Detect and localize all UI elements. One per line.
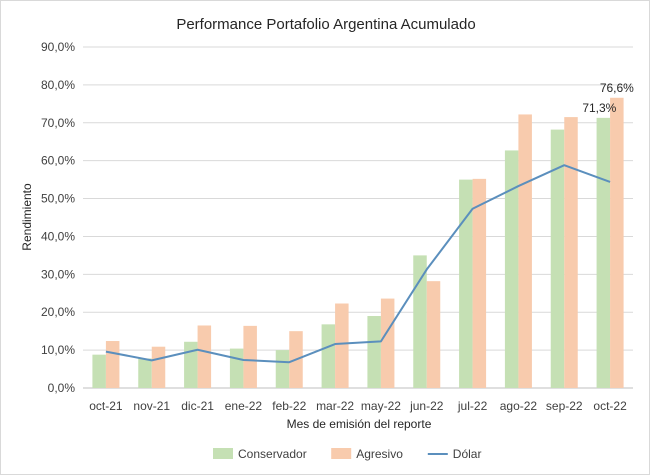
bar-conservador [321,324,336,388]
legend-swatch [213,448,233,459]
y-tick-label: 40,0% [41,229,75,243]
x-tick-label: oct-21 [89,399,123,413]
dolar-line-layer [105,164,611,364]
x-tick-label: sep-22 [546,399,583,413]
chart-title: Performance Portafolio Argentina Acumula… [176,16,475,33]
bar-agresivo [564,117,578,388]
bar-conservador [229,348,244,388]
y-tick-label: 30,0% [41,267,75,281]
bar-agresivo [426,281,441,388]
y-tick-label: 80,0% [41,78,75,92]
y-tick-label: 20,0% [41,305,75,319]
legend-label: Agresivo [356,447,403,461]
bar-agresivo [105,341,120,388]
gridlines [83,46,633,389]
x-tick-label: ago-22 [500,399,538,413]
bar-conservador [184,341,198,388]
x-tick-label: ene-22 [225,399,263,413]
y-tick-labels: 0,0% 10,0% 20,0% 30,0% 40,0% 50,0% 60,0% 70,0% 8… [41,40,75,395]
x-tick-label: jul-22 [457,399,488,413]
bar-agresivo [472,178,487,388]
bars [92,97,624,388]
y-tick-label: 60,0% [41,154,75,168]
bar-conservador [550,129,565,388]
y-tick-label: 0,0% [48,381,76,395]
bar-conservador [504,150,519,388]
x-tick-labels: oct-21 nov-21 dic-21 ene-22 feb-22 mar-22 may-… [89,399,627,413]
x-tick-label: dic-21 [181,399,214,413]
legend: Conservador Agresivo Dólar [213,447,481,461]
bar-conservador [92,354,106,388]
bar-conservador [413,255,427,388]
x-tick-label: feb-22 [272,399,306,413]
x-tick-label: mar-22 [316,399,354,413]
data-label: 71,3% [582,101,616,115]
bar-agresivo [335,303,349,388]
data-labels: 71,3% 76,6% [582,81,634,115]
bar-agresivo [151,346,166,388]
bar-conservador [459,179,473,388]
legend-label: Dólar [453,447,482,461]
x-tick-label: jun-22 [409,399,444,413]
x-tick-label: may-22 [361,399,401,413]
bar-conservador [138,358,152,388]
bar-conservador [275,350,290,388]
data-label: 76,6% [600,81,634,95]
y-tick-label: 10,0% [41,343,75,357]
legend-label: Conservador [238,447,307,461]
y-tick-label: 70,0% [41,116,75,130]
bar-conservador [596,117,611,388]
series-line [105,164,611,364]
x-tick-label: nov-21 [133,399,170,413]
y-tick-label: 90,0% [41,40,75,54]
x-tick-label: oct-22 [593,399,627,413]
legend-swatch [331,448,352,459]
bar-agresivo [518,114,532,388]
bar-agresivo [380,298,395,388]
bar-agresivo [610,97,624,388]
bar-conservador [367,316,381,388]
y-axis-label: Rendimiento [20,183,34,251]
y-tick-label: 50,0% [41,192,75,206]
x-axis-label: Mes de emisión del reporte [287,417,432,431]
bar-agresivo [243,325,257,388]
bar-agresivo [197,325,212,388]
